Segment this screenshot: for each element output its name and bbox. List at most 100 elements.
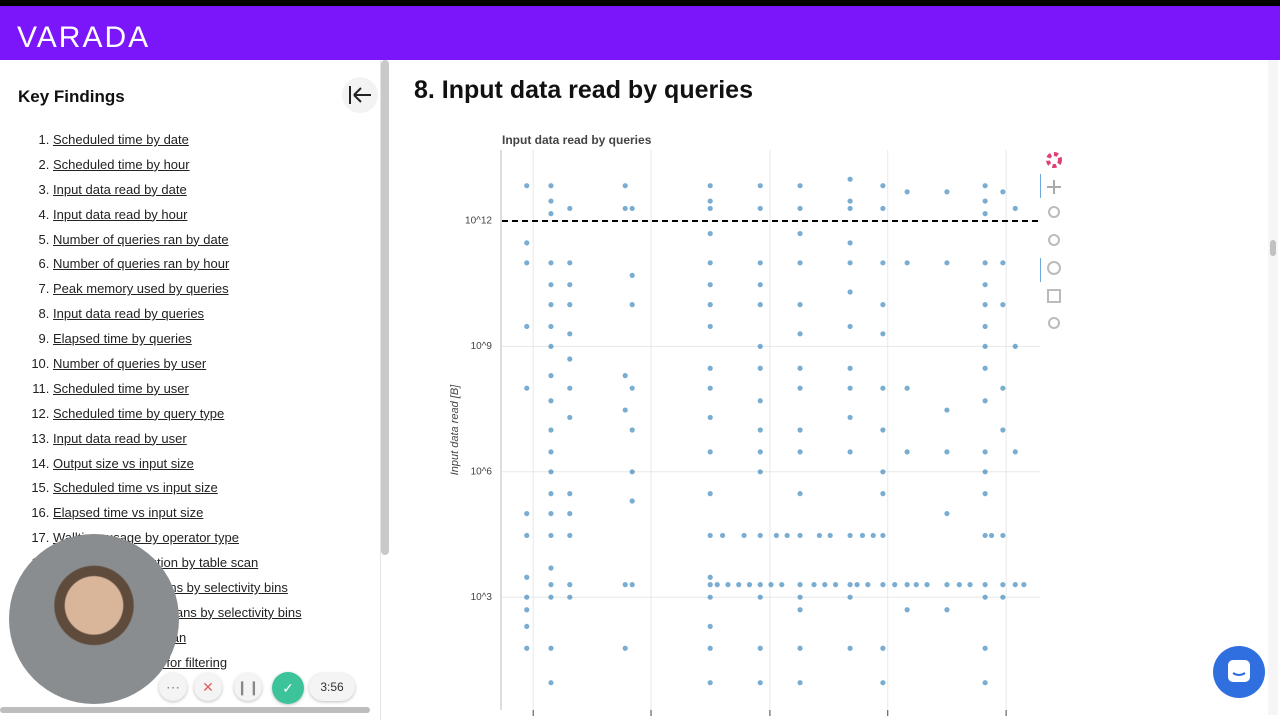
data-point bbox=[622, 582, 628, 588]
pause-button[interactable]: ❙❙ bbox=[234, 673, 262, 701]
data-point bbox=[629, 205, 635, 212]
data-point bbox=[982, 302, 988, 308]
section-heading: 8. Input data read by queries bbox=[414, 76, 753, 104]
data-point bbox=[548, 469, 554, 475]
data-point bbox=[757, 260, 763, 266]
data-point bbox=[714, 582, 720, 588]
data-point bbox=[859, 532, 866, 539]
data-point bbox=[746, 582, 753, 588]
collapse-button[interactable] bbox=[342, 77, 378, 113]
data-point bbox=[622, 205, 628, 212]
data-point bbox=[707, 205, 713, 212]
data-point bbox=[797, 331, 803, 337]
scroll-thumb[interactable] bbox=[1270, 240, 1276, 256]
data-point bbox=[847, 594, 853, 600]
finding-link[interactable]: Number of queries by user bbox=[53, 356, 207, 372]
finding-link[interactable]: Input data read by hour bbox=[53, 206, 188, 222]
data-point bbox=[797, 260, 803, 266]
data-point bbox=[904, 189, 910, 195]
finding-link[interactable]: Input data read by user bbox=[53, 430, 187, 446]
chat-button[interactable] bbox=[1213, 646, 1265, 698]
toolbar bbox=[1039, 152, 1062, 329]
more-button[interactable]: ⋯ bbox=[159, 673, 187, 701]
finding-link[interactable]: Input data read by queries bbox=[53, 306, 205, 322]
finding-link[interactable]: Elapsed time by queries bbox=[53, 331, 192, 347]
data-point bbox=[1000, 260, 1006, 266]
data-point bbox=[944, 449, 950, 455]
data-point bbox=[548, 449, 554, 455]
finding-link[interactable]: Peak memory used by queries bbox=[53, 281, 229, 297]
data-point bbox=[567, 582, 573, 588]
data-point bbox=[944, 407, 950, 413]
data-point bbox=[880, 680, 886, 686]
save-tool[interactable] bbox=[1047, 289, 1061, 303]
data-point bbox=[880, 427, 886, 433]
data-point bbox=[548, 565, 554, 571]
data-point bbox=[629, 469, 635, 475]
data-point bbox=[524, 623, 530, 630]
data-point bbox=[773, 532, 779, 539]
data-point bbox=[797, 532, 803, 539]
finding-link[interactable]: Scheduled time by date bbox=[53, 132, 189, 147]
scrollbar[interactable] bbox=[1268, 60, 1278, 715]
data-point bbox=[567, 302, 573, 308]
finding-link[interactable]: Input data read by date bbox=[53, 181, 187, 197]
data-point bbox=[707, 260, 713, 266]
finding-item: Elapsed time by queries bbox=[53, 329, 302, 354]
data-point bbox=[797, 582, 803, 588]
data-point bbox=[524, 323, 530, 330]
data-point bbox=[629, 498, 635, 504]
data-point bbox=[880, 491, 886, 497]
data-point bbox=[567, 491, 573, 497]
chat-icon bbox=[1228, 660, 1250, 682]
finding-link[interactable]: Elapsed time vs input size bbox=[53, 505, 204, 521]
data-point bbox=[797, 449, 803, 455]
data-point bbox=[707, 414, 713, 421]
data-point bbox=[548, 491, 554, 497]
data-point bbox=[982, 449, 988, 455]
done-button[interactable]: ✓ bbox=[272, 672, 304, 704]
finding-link[interactable]: Number of queries ran by hour bbox=[53, 256, 230, 272]
data-point bbox=[847, 449, 853, 455]
zoom-tool[interactable] bbox=[1048, 206, 1060, 218]
data-point bbox=[622, 373, 628, 379]
finding-link[interactable]: Output size vs input size bbox=[53, 455, 194, 471]
cancel-button[interactable]: ✕ bbox=[194, 673, 222, 701]
data-point bbox=[707, 282, 713, 288]
tap-tool[interactable] bbox=[1047, 261, 1061, 275]
logo[interactable]: VARADA bbox=[17, 21, 151, 54]
data-point bbox=[1000, 189, 1006, 195]
data-point bbox=[1000, 582, 1006, 588]
data-point bbox=[797, 385, 803, 391]
data-point bbox=[524, 532, 530, 539]
data-point bbox=[548, 532, 554, 539]
scrollbar[interactable] bbox=[0, 707, 370, 713]
data-point bbox=[707, 532, 713, 539]
data-point bbox=[548, 398, 554, 404]
data-point bbox=[904, 260, 910, 266]
finding-link[interactable]: Scheduled time by query type bbox=[53, 405, 225, 421]
data-point bbox=[707, 574, 713, 580]
data-point bbox=[847, 532, 853, 539]
finding-link[interactable]: Scheduled time by user bbox=[53, 380, 189, 396]
data-point bbox=[757, 680, 763, 686]
data-point bbox=[548, 282, 554, 288]
data-point bbox=[982, 260, 988, 266]
finding-link[interactable]: Number of queries ran by date bbox=[53, 231, 229, 247]
data-point bbox=[567, 331, 573, 337]
finding-link[interactable]: Scheduled time vs input size bbox=[53, 480, 218, 496]
data-point bbox=[797, 491, 803, 497]
finding-item: Input data read by queries bbox=[53, 304, 302, 329]
reset-tool[interactable] bbox=[1048, 317, 1060, 329]
bokeh-logo[interactable] bbox=[1046, 152, 1062, 168]
wheel-zoom-tool[interactable] bbox=[1048, 234, 1060, 246]
data-point bbox=[847, 323, 853, 330]
recording-timer: 3:56 bbox=[309, 673, 355, 701]
data-point bbox=[567, 205, 573, 212]
data-point bbox=[707, 323, 713, 330]
data-point bbox=[797, 645, 803, 651]
pan-tool[interactable] bbox=[1047, 180, 1061, 194]
scrollbar[interactable] bbox=[381, 60, 389, 555]
finding-link[interactable]: Scheduled time by hour bbox=[53, 156, 190, 172]
